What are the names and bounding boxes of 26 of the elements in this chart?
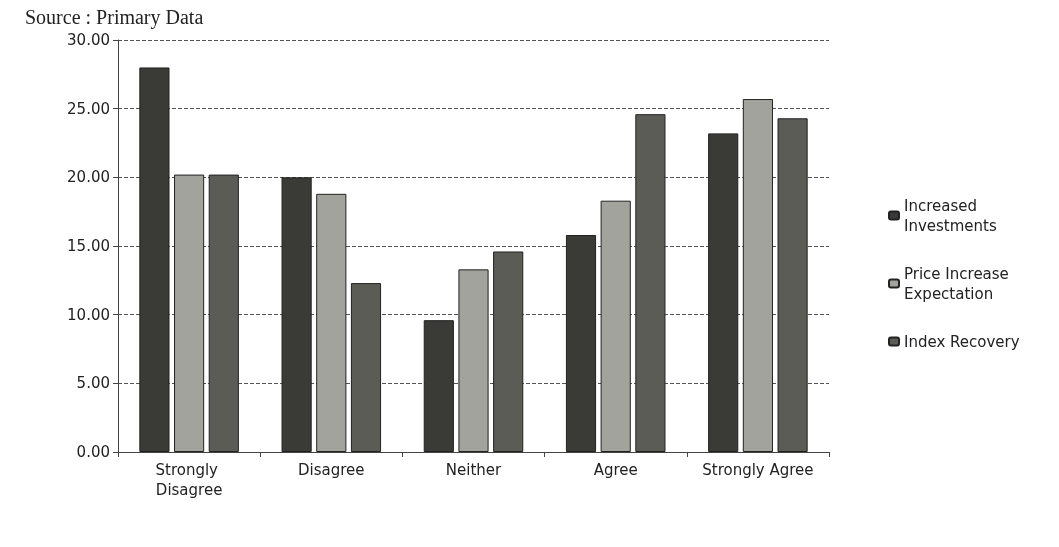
y-tick-label: 15.00 — [67, 237, 110, 255]
bar — [139, 67, 170, 452]
bar — [565, 235, 597, 452]
x-tick-label: Strongly Agree — [702, 461, 814, 479]
y-tick-label: 20.00 — [67, 168, 110, 187]
legend-label: Price Increase Expectation — [904, 264, 1014, 303]
bar — [708, 133, 739, 452]
y-tick-label: 30.00 — [67, 31, 110, 49]
y-tick-label: 5.00 — [76, 374, 110, 393]
x-tick-label: Strongly Disagree — [155, 461, 223, 499]
bar — [316, 193, 347, 452]
bar — [600, 200, 631, 452]
bar — [742, 99, 773, 452]
x-tick-label: Disagree — [298, 461, 365, 479]
source-note: Source : Primary Data — [25, 6, 204, 29]
y-tick-label: 10.00 — [67, 305, 110, 324]
bar — [423, 320, 454, 452]
legend-label: Index Recovery — [904, 332, 1020, 351]
legend-label: Increased Investments — [904, 196, 997, 235]
x-tick-label: Neither — [445, 461, 503, 479]
y-tick-label: 25.00 — [67, 99, 110, 118]
x-tick-label: Agree — [593, 461, 638, 479]
y-tick-label: 0.00 — [76, 443, 110, 461]
bar — [458, 269, 489, 452]
bar — [174, 174, 205, 452]
bar — [281, 177, 312, 452]
